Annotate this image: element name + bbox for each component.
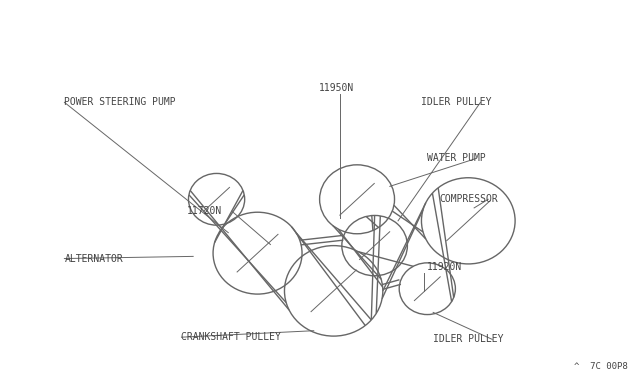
Text: IDLER PULLEY: IDLER PULLEY <box>422 97 492 108</box>
Text: IDLER PULLEY: IDLER PULLEY <box>433 334 504 344</box>
Text: ^  7C 00P8: ^ 7C 00P8 <box>573 362 627 371</box>
Text: ALTERNATOR: ALTERNATOR <box>65 254 123 263</box>
Text: WATER PUMP: WATER PUMP <box>428 153 486 163</box>
Text: POWER STEERING PUMP: POWER STEERING PUMP <box>65 97 176 108</box>
Text: 11950N: 11950N <box>319 83 354 93</box>
Text: 11920N: 11920N <box>428 262 463 272</box>
Text: 11720N: 11720N <box>188 206 223 216</box>
Text: CRANKSHAFT PULLEY: CRANKSHAFT PULLEY <box>182 332 282 342</box>
Text: COMPRESSOR: COMPRESSOR <box>439 194 498 204</box>
